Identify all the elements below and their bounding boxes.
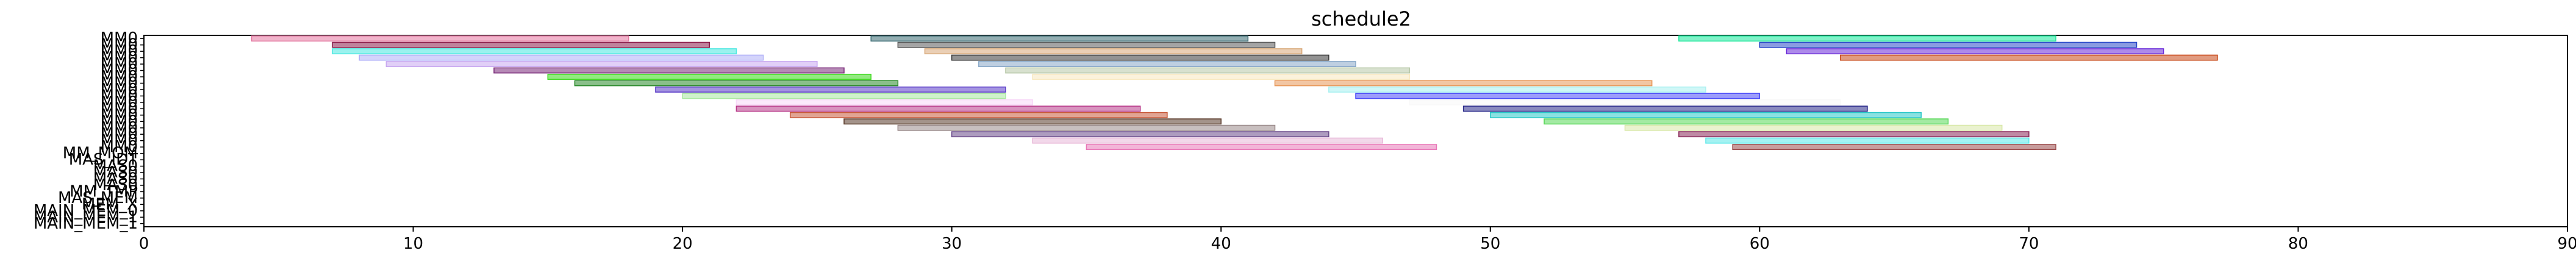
schedule-bar-32	[897, 124, 1276, 131]
x-tick-label-4: 40	[1211, 235, 1231, 253]
schedule-bar-29	[1490, 112, 1922, 118]
y-tick-label-27: MAIN_MEM_0	[34, 202, 138, 220]
schedule-bar-15	[1005, 67, 1411, 74]
y-tick-label-11: MM0	[101, 99, 138, 118]
schedule-bar-11	[1840, 54, 2218, 61]
y-tick-label-22: MAS0	[93, 170, 138, 188]
schedule-bar-28	[789, 112, 1168, 118]
schedule-bar-27	[1462, 105, 1868, 112]
y-tick-label-0: MM0	[101, 29, 138, 48]
y-tick-label-13: MM0	[101, 112, 138, 130]
schedule-bar-20	[655, 86, 1006, 93]
schedule-bar-13	[978, 61, 1356, 67]
y-axis: MM0MM0MM0MM0MM0MM0MM0MM0MM0MM0MM0MM0MM0M…	[34, 29, 144, 233]
schedule-bar-14	[493, 67, 845, 74]
schedule-bar-10	[951, 54, 1329, 61]
y-tick-label-14: MM0	[101, 119, 138, 137]
x-axis: 0 10 20 30 40 50 60 70 80 90	[139, 227, 2576, 253]
schedule-bar-37	[1705, 137, 2030, 144]
schedule-bar-5	[1759, 41, 2138, 48]
y-tick-label-29: MAIN_MEM_1	[34, 215, 138, 233]
y-tick-label-17: MM0	[101, 138, 138, 156]
schedule-bar-35	[1678, 131, 2030, 138]
y-tick-label-20: MAS0	[93, 157, 138, 176]
y-tick-label-3: MM0	[101, 49, 138, 67]
schedule-bar-3	[332, 41, 710, 48]
y-tick-label-26: MEM_X	[82, 195, 138, 213]
y-tick-label-5: MM0	[101, 62, 138, 80]
y-tick-label-16: MM0	[101, 132, 138, 150]
schedule-bar-18	[574, 80, 899, 87]
y-tick-label-7: MM0	[101, 74, 138, 93]
y-tick-label-25: MAS_MEM	[58, 189, 138, 207]
schedule-bar-38	[1086, 144, 1437, 151]
x-tick-label-9: 90	[2557, 235, 2576, 253]
y-tick-label-21: MAS0	[93, 163, 138, 182]
y-tick-label-12: MM0	[101, 106, 138, 124]
x-tick-label-8: 80	[2288, 235, 2308, 253]
schedule-bar-23	[1355, 93, 1761, 99]
y-tick-label-19: MAS_IDT	[69, 151, 138, 169]
y-tick-label-28: MAIN_MEM_1	[34, 208, 138, 226]
schedule-bar-0	[251, 35, 629, 42]
x-tick-label-3: 30	[942, 235, 962, 253]
schedule-bar-22	[682, 93, 1006, 99]
x-tick-label-6: 60	[1750, 235, 1770, 253]
schedule-bar-34	[951, 131, 1329, 138]
schedule-bar-39	[1732, 144, 2056, 151]
plot-frame	[143, 35, 2568, 227]
x-tick-label-2: 20	[673, 235, 693, 253]
schedule-bar-17	[1032, 74, 1411, 80]
schedule-bar-9	[359, 54, 764, 61]
x-tick-label-7: 70	[2019, 235, 2039, 253]
y-tick-label-10: MM0	[101, 93, 138, 112]
schedule-bar-12	[385, 61, 818, 67]
plot-area	[143, 35, 2568, 227]
y-tick-label-15: MM0	[101, 125, 138, 143]
y-tick-label-1: MM0	[101, 36, 138, 54]
x-tick-label-0: 0	[139, 235, 149, 253]
schedule-bar-30	[843, 118, 1222, 125]
schedule-bar-8	[1786, 48, 2164, 55]
schedule-bar-36	[1032, 137, 1383, 144]
y-tick-label-8: MM0	[101, 80, 138, 99]
chart-title: schedule2	[1311, 7, 1411, 30]
x-tick-label-5: 50	[1480, 235, 1500, 253]
schedule-bar-6	[332, 48, 737, 55]
schedule-bar-31	[1544, 118, 1949, 125]
schedule-bar-2	[1678, 35, 2056, 42]
schedule-bar-21	[1328, 86, 1706, 93]
y-tick-label-18: MM_MOM	[63, 144, 138, 163]
schedule-bar-26	[735, 105, 1141, 112]
y-tick-label-6: MM0	[101, 68, 138, 86]
schedule-bar-19	[1274, 80, 1653, 87]
schedule-bar-4	[897, 41, 1276, 48]
y-tick-label-24: MM_TMP	[70, 182, 138, 201]
schedule-bar-24	[735, 99, 1033, 105]
schedule-bar-33	[1624, 124, 2003, 131]
x-tick-label-1: 10	[403, 235, 423, 253]
y-tick-label-2: MM0	[101, 42, 138, 60]
schedule-bar-16	[547, 74, 871, 80]
y-tick-label-23: MAS0	[93, 176, 138, 194]
y-tick-label-9: MM0	[101, 87, 138, 105]
schedule-bar-1	[870, 35, 1249, 42]
schedule-bar-7	[924, 48, 1303, 55]
y-tick-label-4: MM0	[101, 55, 138, 73]
schedule-bar-25	[1409, 99, 1841, 105]
